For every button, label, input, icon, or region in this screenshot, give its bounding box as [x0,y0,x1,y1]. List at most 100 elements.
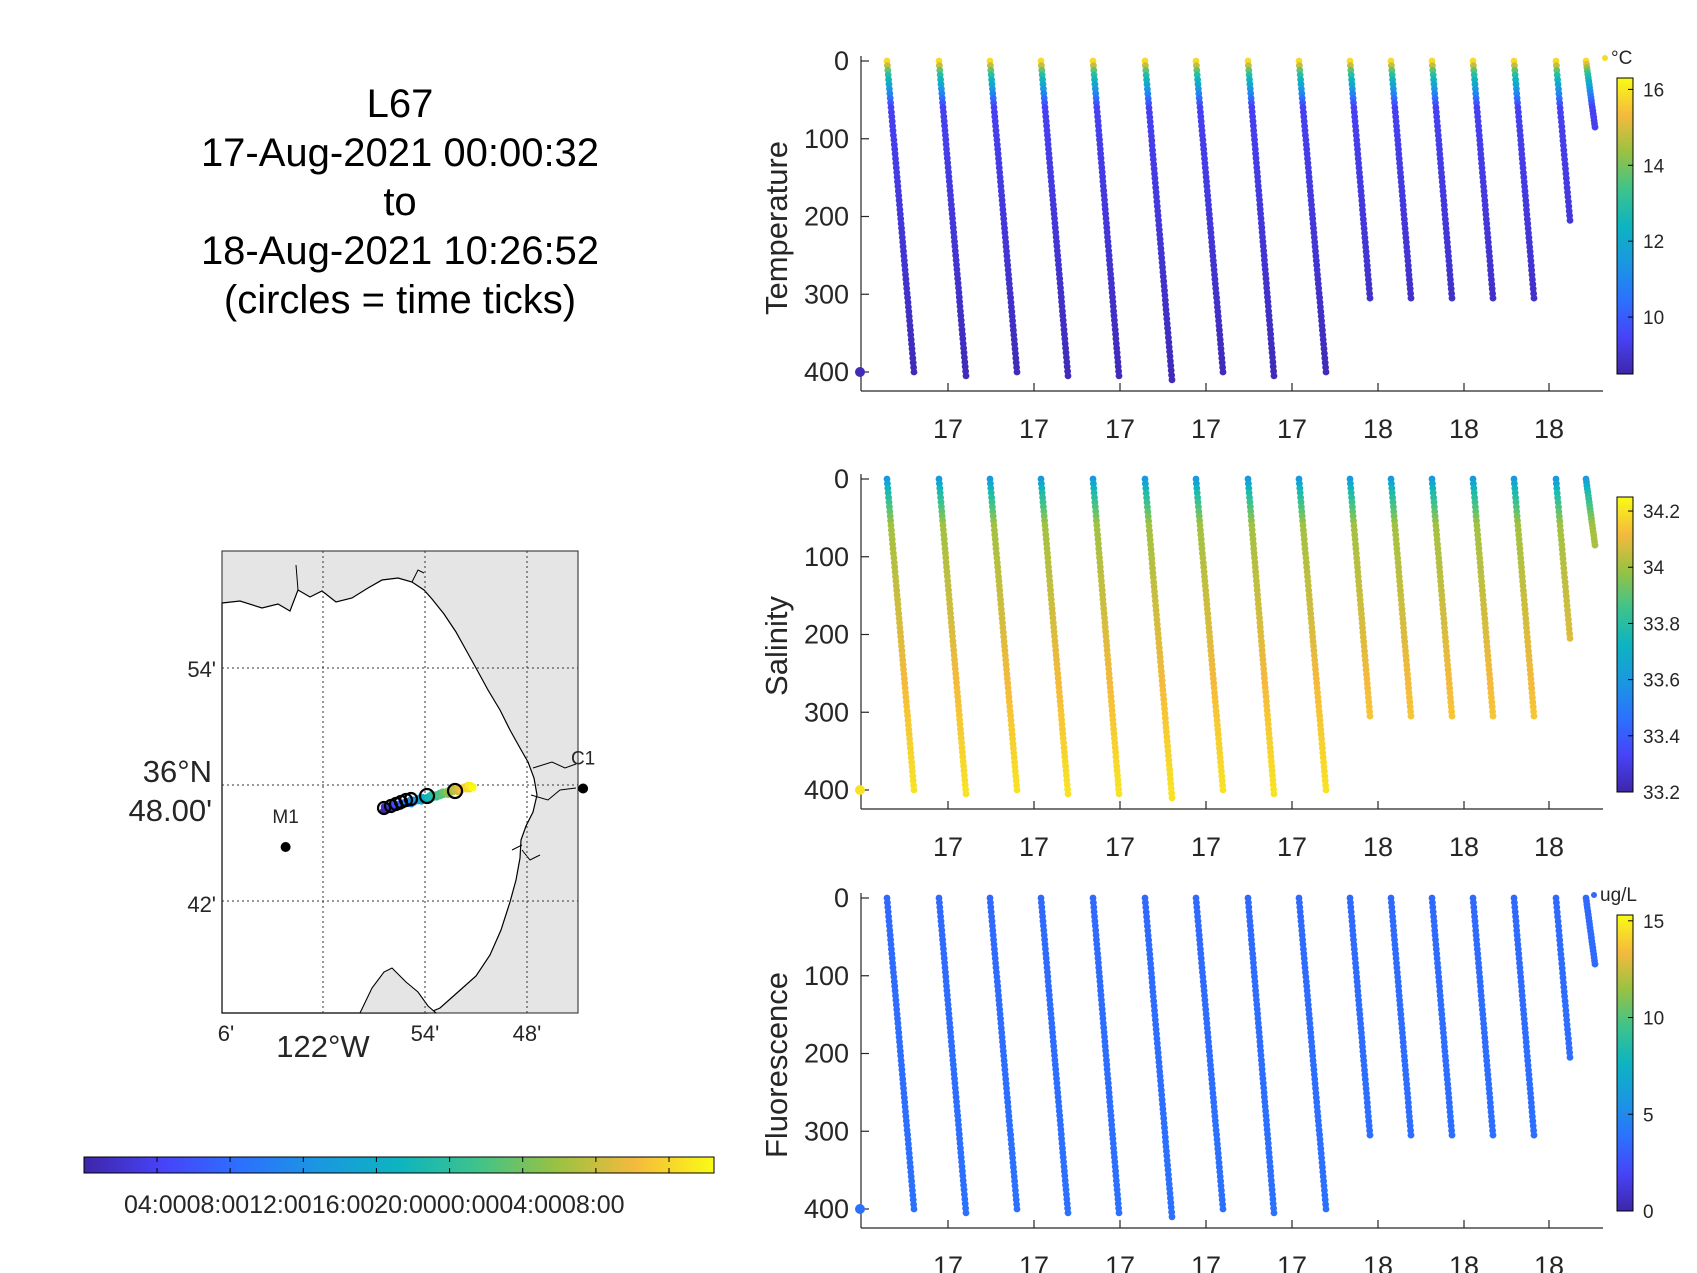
colorbar [1616,914,1634,1212]
map-lat-label: 54' [187,657,216,682]
panel-temperature: 0 100 200 300 400 17 17 17 17 17 18 18 18 Temperature… [759,46,1665,444]
y-axis-label: Temperature [759,141,794,315]
profile-point [1064,1209,1072,1217]
y-tick-label: 0 [834,464,849,494]
time-tick-circle [418,787,436,805]
x-tick-label: 17 [1019,832,1049,862]
profile-point [1366,1131,1374,1139]
profile-point [1566,217,1574,224]
x-tick-label: 17 [1105,414,1135,444]
colorbar [1616,496,1634,793]
profile-point [1322,368,1330,376]
colorbar-tick-label: 33.4 [1643,727,1680,748]
profile-point [1407,712,1415,720]
profile-point [1489,1131,1497,1139]
y-axis-label: Fluorescence [759,972,794,1158]
profile-point [1489,712,1497,720]
map-lon-label: 54' [411,1021,440,1046]
profile-point [1270,790,1278,798]
map-lon-label: 48' [513,1021,542,1046]
colorbar-tick-label: 0 [1643,1202,1654,1223]
profile-point [1322,786,1330,794]
x-tick-label: 17 [1277,832,1307,862]
colorbar-tick-label: 34.2 [1643,502,1680,523]
station-label: C1 [571,749,595,770]
profile-point [1566,635,1574,642]
profile-point [1322,1205,1330,1213]
bay-water [221,577,538,1014]
profile-point [855,785,865,795]
river-mouth-2 [530,787,577,801]
time-colorbar-label: 08:00 [562,1191,625,1219]
title-line-to: to [383,180,417,224]
profile-point [1013,368,1021,376]
time-colorbar-label: 20:00 [374,1191,437,1219]
x-tick-label: 17 [933,414,963,444]
x-tick-label: 17 [933,832,963,862]
legend-marker [1591,892,1597,898]
station-label: M1 [272,807,298,828]
profile-point [1530,294,1538,302]
colorbar-tick-label: 33.8 [1643,614,1680,635]
colorbar-tick-label: 33.6 [1643,671,1680,692]
colorbar-tick-label: 14 [1643,156,1665,177]
legend-marker [1602,55,1608,61]
x-tick-label: 17 [1191,414,1221,444]
colorbar-tick-label: 10 [1643,1009,1664,1030]
x-tick-label: 18 [1449,1251,1479,1273]
profile-point [855,1204,865,1214]
river-mouth [532,761,577,769]
y-tick-label: 300 [804,697,849,727]
colorbar-tick-label: 16 [1643,80,1664,101]
x-tick-label: 18 [1534,832,1564,862]
profile-point [1591,960,1599,968]
colorbar [1616,77,1634,375]
river-mouth-4 [511,844,541,861]
profile-point [1448,294,1456,302]
x-tick-label: 18 [1534,1251,1564,1273]
time-colorbar-labels: 04:0008:0012:0016:0020:0000:0004:0008:00 [124,1191,625,1219]
glider-track [376,781,477,816]
title-line-end: 18-Aug-2021 10:26:52 [200,229,600,273]
profile-point [962,790,970,798]
y-tick-label: 300 [804,1116,849,1146]
y-tick-label: 400 [804,775,849,805]
map-axis-labels: 54' 36°N 48.00' 42' 6' 122°W 54' 48' [129,657,542,1064]
x-tick-label: 18 [1363,1251,1393,1273]
colorbar-tick-label: 34 [1643,558,1665,579]
x-tick-label: 18 [1363,832,1393,862]
y-tick-label: 100 [804,124,849,154]
profile-point [1591,541,1599,549]
y-axis-label: Salinity [759,596,794,696]
profile-point [1168,1213,1176,1221]
title-line-note: (circles = time ticks) [223,278,577,322]
time-colorbar-gradient [83,1156,715,1174]
profile-point [1168,794,1176,802]
profile-point [962,372,970,380]
time-colorbar-label: 04:00 [499,1191,562,1219]
map-lon-label: 6' [218,1021,234,1046]
y-tick-label: 100 [804,542,849,572]
profile-point [1013,1205,1021,1213]
colorbar-tick-label: 10 [1643,308,1664,329]
profile-point [910,368,918,376]
map-lat-label-degrees: 36°N [143,754,212,789]
x-tick-label: 17 [1191,832,1221,862]
profile-point [910,786,918,794]
colorbar-tick-label: 15 [1643,912,1664,933]
map-graticule [222,551,578,1013]
profile-point [1366,294,1374,302]
profile-point [1115,372,1123,380]
time-tick-circle [446,782,464,800]
profile-point [855,367,865,377]
x-tick-label: 18 [1363,414,1393,444]
profile-point [1219,1205,1227,1213]
x-tick-label: 18 [1534,414,1564,444]
x-tick-label: 17 [933,1251,963,1273]
profile-point [1489,294,1497,302]
profile-point [1013,786,1021,794]
